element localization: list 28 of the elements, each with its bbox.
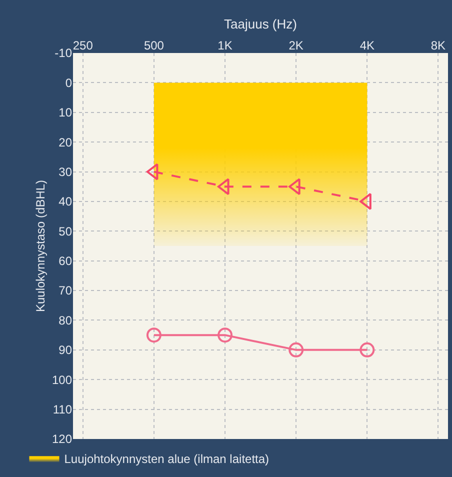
y-tick-label: 10: [58, 106, 72, 120]
y-axis-title: Kuulokynnystaso (dBHL): [33, 180, 48, 312]
y-tick-label: 0: [65, 76, 72, 90]
point: [288, 342, 304, 358]
x-tick-label: 2K: [288, 38, 304, 53]
point: [146, 163, 158, 180]
y-tick-label: 90: [58, 343, 72, 358]
x-tick-label: 500: [144, 38, 164, 53]
y-tick-label: 100: [52, 372, 72, 387]
legend-label: Luujohtokynnysten alue (ilman laitetta): [64, 452, 270, 466]
y-tick-label: -10: [54, 46, 72, 60]
point: [360, 342, 375, 358]
y-tick-label: 30: [58, 164, 72, 179]
x-tick-label: 1K: [218, 38, 232, 53]
x-tick-label: 250: [72, 38, 94, 53]
x-axis-title: Taajuus (Hz): [224, 16, 297, 32]
y-tick-label: 70: [58, 284, 72, 298]
y-tick-label: 40: [58, 194, 72, 209]
y-tick-label: 60: [58, 254, 72, 268]
y-tick-label: 80: [58, 313, 72, 328]
y-tick-label: 20: [58, 135, 72, 150]
x-tick-label: 8K: [430, 38, 446, 53]
y-tick-label: 120: [52, 432, 72, 446]
y-tick-label: 50: [58, 224, 72, 238]
x-tick-label: 4K: [360, 38, 375, 53]
point: [146, 328, 162, 343]
point: [218, 328, 233, 343]
y-tick-label: 110: [52, 402, 72, 417]
